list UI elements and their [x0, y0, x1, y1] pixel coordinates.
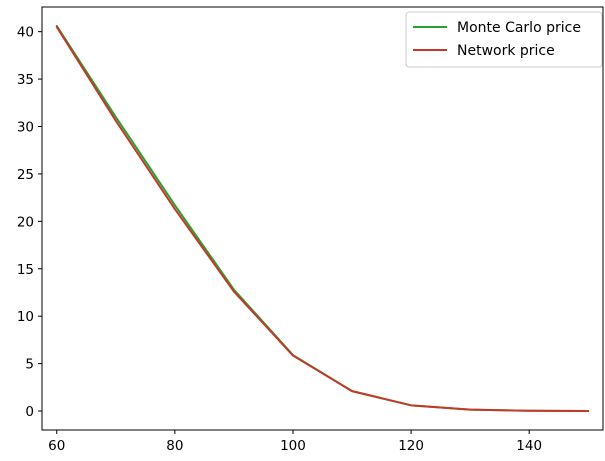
legend-label-monte-carlo: Monte Carlo price — [457, 20, 581, 36]
legend-label-network: Network price — [457, 43, 555, 59]
series-line-network — [55, 25, 590, 413]
y-axis: 0 5 10 15 20 25 30 35 40 — [17, 25, 42, 420]
y-tick-label: 30 — [17, 120, 34, 136]
x-axis: 60 80 100 120 140 — [48, 430, 542, 454]
series-line-monte-carlo — [55, 24, 590, 413]
x-tick-label: 100 — [280, 438, 306, 454]
y-tick-label: 0 — [25, 404, 34, 420]
y-tick-label: 5 — [25, 357, 34, 373]
x-tick-label: 60 — [48, 438, 65, 454]
y-tick-label: 25 — [17, 167, 34, 183]
y-tick-label: 10 — [17, 309, 34, 325]
legend: Monte Carlo price Network price — [405, 11, 603, 68]
x-tick-label: 80 — [166, 438, 183, 454]
x-tick-label: 120 — [398, 438, 424, 454]
x-tick-label: 140 — [516, 438, 542, 454]
y-tick-label: 40 — [17, 25, 34, 41]
legend-box — [405, 11, 603, 68]
y-tick-label: 15 — [17, 262, 34, 278]
series-layer — [55, 24, 590, 413]
y-tick-label: 20 — [17, 214, 34, 230]
y-tick-label: 35 — [17, 72, 34, 88]
plot-frame — [41, 6, 604, 431]
